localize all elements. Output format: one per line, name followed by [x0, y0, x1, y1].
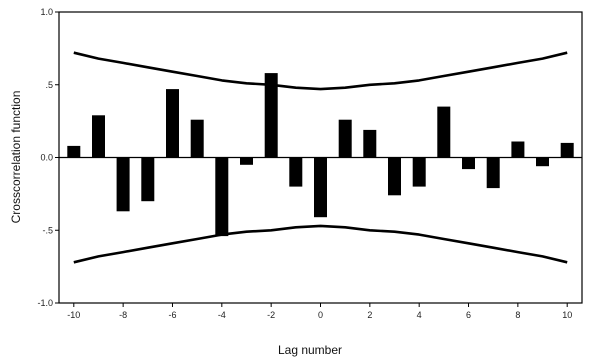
y-tick-label: .5 — [45, 80, 53, 90]
bar-lag--4 — [215, 157, 229, 237]
x-tick-label: -6 — [168, 310, 176, 320]
bar-lag-7 — [486, 157, 500, 189]
y-tick-label: 0.0 — [40, 153, 53, 163]
x-tick-label: -2 — [267, 310, 275, 320]
x-axis-ticks: -10 -8 -6 -4 -2 0 2 4 6 8 10 — [67, 303, 572, 320]
bar-lag-8 — [511, 141, 525, 158]
bar-lag-5 — [437, 106, 451, 158]
bar-lag--6 — [166, 89, 179, 158]
x-tick-label: 2 — [367, 310, 372, 320]
bar-lag-3 — [388, 157, 401, 196]
x-tick-label: 6 — [466, 310, 471, 320]
bar-lag-9 — [536, 157, 549, 167]
bar-lag--2 — [264, 73, 278, 158]
x-tick-label: 8 — [515, 310, 520, 320]
x-tick-label: -10 — [67, 310, 80, 320]
lower-confidence-limit — [73, 224, 568, 264]
bar-lag--9 — [92, 115, 105, 158]
y-axis-title: Crosscorrelation function — [9, 91, 23, 224]
x-tick-label: 0 — [318, 310, 323, 320]
bar-lag--3 — [240, 157, 253, 165]
bars — [67, 73, 574, 237]
bar-lag--8 — [116, 157, 130, 212]
bar-lag--10 — [67, 145, 81, 158]
y-tick-label: 1.0 — [40, 7, 53, 17]
y-axis-ticks: 1.0 .5 0.0 -.5 -1.0 — [37, 7, 59, 308]
bar-lag--7 — [141, 157, 155, 202]
y-tick-label: -1.0 — [37, 298, 53, 308]
bar-lag-6 — [462, 157, 475, 170]
x-tick-label: 4 — [417, 310, 422, 320]
bar-lag--5 — [190, 119, 204, 158]
bar-lag-4 — [412, 157, 426, 187]
bar-lag-2 — [363, 129, 377, 158]
bar-lag-10 — [560, 142, 574, 158]
upper-confidence-limit — [73, 51, 568, 91]
bar-lag--1 — [289, 157, 303, 187]
x-axis-title: Lag number — [278, 343, 342, 357]
confidence-band — [73, 51, 568, 264]
x-tick-label: -4 — [218, 310, 226, 320]
x-tick-label: -8 — [119, 310, 127, 320]
x-tick-label: 10 — [562, 310, 572, 320]
y-tick-label: -.5 — [42, 225, 53, 235]
bar-lag-1 — [338, 119, 352, 158]
bar-lag-0 — [314, 157, 327, 218]
